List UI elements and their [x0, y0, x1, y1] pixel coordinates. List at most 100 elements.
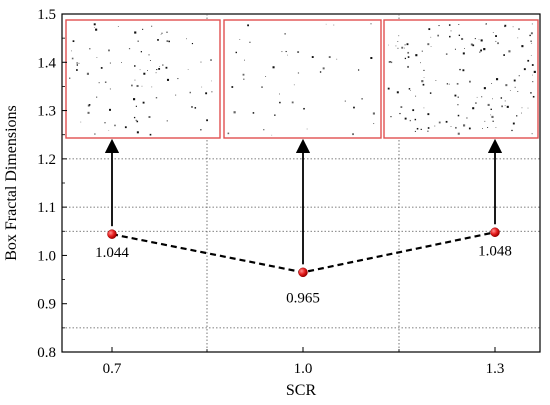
- crack-speck: [450, 30, 452, 32]
- data-point: [490, 227, 500, 238]
- crack-speck: [291, 101, 294, 104]
- crack-speck: [415, 95, 417, 97]
- crack-speck: [399, 112, 401, 115]
- crack-speck: [492, 32, 494, 34]
- crack-speck: [247, 24, 249, 27]
- crack-speck: [423, 69, 425, 71]
- crack-speck: [531, 133, 533, 135]
- crack-speck: [96, 96, 98, 98]
- crack-speck: [420, 62, 421, 64]
- crack-speck: [271, 134, 273, 136]
- crack-speck: [504, 24, 507, 27]
- crack-speck: [158, 67, 161, 70]
- crack-speck: [437, 34, 440, 37]
- crack-speck: [322, 67, 325, 70]
- crack-speck: [450, 126, 452, 127]
- crack-speck: [513, 79, 516, 82]
- crack-speck: [98, 82, 100, 84]
- crack-speck: [272, 66, 275, 69]
- crack-speck: [512, 26, 514, 28]
- crack-speck: [70, 50, 72, 52]
- crack-speck: [407, 65, 410, 68]
- crack-speck: [194, 107, 197, 109]
- inset-frame: [223, 19, 382, 139]
- crack-speck: [446, 83, 448, 85]
- data-label: 0.965: [286, 290, 320, 306]
- crack-speck: [93, 27, 95, 28]
- crack-speck: [373, 123, 375, 125]
- crack-speck: [140, 51, 142, 53]
- crack-speck: [336, 58, 338, 60]
- crack-speck: [200, 129, 202, 131]
- crack-speck: [459, 68, 461, 71]
- crack-speck: [328, 56, 331, 59]
- crack-speck: [69, 77, 71, 79]
- crack-speck: [89, 48, 91, 50]
- crack-speck: [422, 83, 425, 86]
- crack-speck: [285, 50, 287, 53]
- crack-speck: [445, 120, 448, 123]
- crack-speck: [134, 79, 136, 81]
- y-tick-label: 1.5: [37, 7, 56, 23]
- crack-speck: [357, 69, 360, 71]
- crack-speck: [421, 80, 424, 83]
- crack-speck: [353, 106, 355, 109]
- crack-speck: [87, 104, 90, 107]
- crack-speck: [400, 106, 403, 108]
- crack-speck: [149, 60, 151, 61]
- crack-speck: [124, 126, 127, 129]
- crack-speck: [506, 105, 509, 108]
- crack-speck: [108, 130, 110, 131]
- crack-speck: [491, 115, 494, 119]
- crack-speck: [421, 50, 423, 52]
- crack-speck: [135, 105, 137, 107]
- x-axis-title: SCR: [286, 382, 317, 399]
- crack-speck: [80, 121, 82, 123]
- crack-speck: [303, 107, 305, 110]
- crack-speck: [487, 103, 490, 106]
- crack-speck: [201, 86, 203, 88]
- crack-speck: [454, 48, 456, 50]
- crack-speck: [265, 76, 267, 77]
- crack-speck: [71, 57, 74, 60]
- crack-speck: [151, 25, 153, 27]
- crack-speck: [481, 96, 483, 98]
- crack-speck: [148, 54, 150, 56]
- crack-speck: [96, 57, 98, 58]
- crack-speck: [166, 78, 170, 81]
- crack-speck: [458, 34, 461, 37]
- crack-speck: [412, 109, 415, 112]
- crack-speck: [512, 122, 515, 125]
- crack-speck: [504, 105, 506, 107]
- crack-speck: [149, 133, 152, 136]
- crack-speck: [409, 119, 411, 122]
- crack-speck: [200, 61, 202, 63]
- crack-speck: [263, 129, 265, 131]
- crack-speck: [135, 119, 137, 122]
- crack-speck: [480, 39, 483, 42]
- crack-speck: [372, 112, 375, 115]
- crack-speck: [514, 86, 516, 88]
- crack-speck: [445, 53, 448, 55]
- crack-speck: [480, 49, 483, 52]
- crack-speck: [95, 28, 98, 31]
- crack-speck: [454, 94, 457, 97]
- y-tick-label: 1.0: [37, 248, 56, 264]
- crack-speck: [177, 78, 179, 80]
- y-tick-label: 1.2: [37, 152, 56, 168]
- y-axis-title: Box Fractal Dimensions: [3, 105, 20, 261]
- crack-speck: [231, 86, 234, 88]
- crack-speck: [483, 87, 486, 90]
- crack-speck: [128, 48, 131, 50]
- crack-speck: [531, 42, 533, 44]
- crack-speck: [293, 84, 295, 86]
- crack-speck: [157, 39, 159, 41]
- crack-speck: [503, 54, 505, 56]
- data-label: 1.048: [478, 243, 512, 259]
- crack-speck: [468, 127, 471, 130]
- crack-speck: [94, 133, 96, 135]
- crack-speck: [242, 73, 245, 76]
- crack-speck: [210, 59, 212, 61]
- crack-speck: [492, 120, 494, 122]
